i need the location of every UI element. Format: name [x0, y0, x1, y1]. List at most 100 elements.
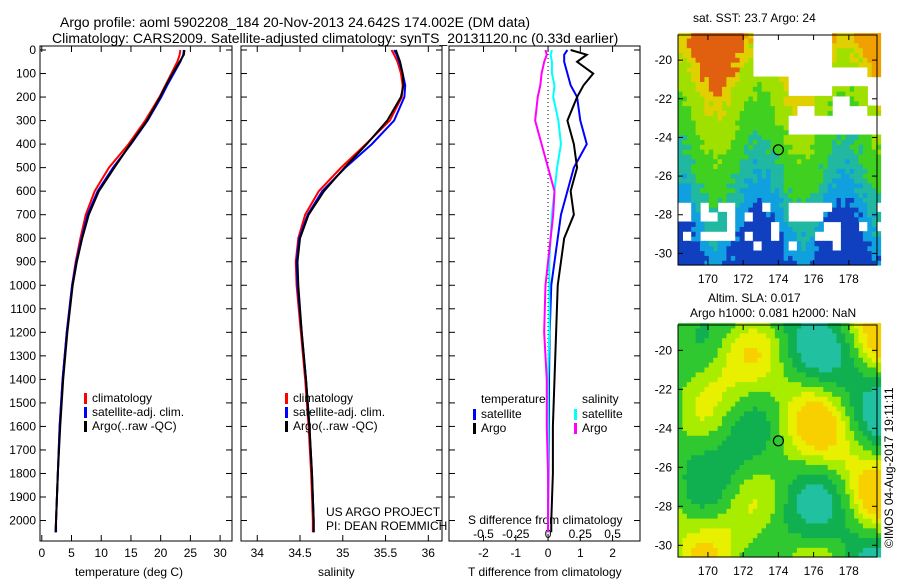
map-cell	[744, 488, 750, 495]
map-cell	[792, 415, 798, 422]
map-cell	[818, 327, 824, 334]
map-cell	[805, 323, 811, 329]
map-cell	[708, 337, 714, 344]
map-cell	[695, 376, 701, 383]
map-cell	[867, 552, 873, 558]
map-cell	[739, 66, 745, 73]
map-cell	[722, 386, 728, 392]
map-cell	[713, 391, 719, 397]
map-cell	[770, 86, 776, 92]
map-cell	[823, 513, 829, 519]
map-cell	[717, 134, 723, 140]
map-cell	[761, 115, 767, 121]
map-cell	[818, 221, 824, 227]
map-cell	[818, 187, 824, 194]
map-cell	[748, 498, 754, 504]
map-cell	[783, 518, 789, 524]
map-cell	[783, 479, 789, 485]
map-cell	[704, 522, 710, 529]
map-cell	[691, 483, 697, 490]
map-cell	[854, 347, 860, 353]
map-cell	[678, 86, 684, 92]
map-cell	[818, 139, 824, 145]
map-cell	[796, 405, 802, 412]
map-cell	[766, 488, 772, 495]
map-cell	[858, 488, 864, 495]
map-cell	[796, 192, 802, 198]
map-cell	[814, 483, 820, 490]
map-cell	[695, 327, 701, 334]
map-cell	[836, 163, 842, 169]
map-cell	[686, 76, 692, 82]
map-cell	[730, 542, 736, 548]
map-cell	[713, 415, 719, 422]
map-cell	[691, 110, 697, 116]
map-cell	[810, 522, 816, 529]
map-cell	[691, 440, 697, 446]
map-cell	[840, 479, 846, 485]
map-cell	[686, 391, 692, 397]
map-cell	[805, 405, 811, 412]
map-cell	[796, 425, 802, 431]
map-cell	[858, 153, 864, 160]
map-cell	[704, 66, 710, 73]
map-cell	[704, 110, 710, 116]
map-cell	[854, 503, 860, 509]
map-cell	[876, 362, 882, 368]
map-cell	[796, 498, 802, 504]
map-cell	[678, 483, 684, 490]
map-cell	[686, 100, 692, 107]
map-cell	[779, 124, 785, 131]
map-cell	[700, 371, 706, 378]
map-cell	[823, 323, 829, 329]
map-cell	[827, 513, 833, 519]
map-cell	[814, 415, 820, 422]
map-cell	[752, 474, 758, 480]
map-cell	[691, 527, 697, 534]
map-cell	[700, 42, 706, 49]
map-cell	[867, 163, 873, 169]
map-cell	[814, 327, 820, 334]
map-cell	[836, 454, 842, 461]
map-cell	[717, 216, 723, 223]
map-cell	[801, 163, 807, 169]
map-cell	[832, 357, 838, 363]
map-cell	[788, 415, 794, 422]
map-cell	[836, 260, 842, 266]
legend-swatch	[574, 409, 577, 420]
map-cell	[752, 95, 758, 102]
map-cell	[704, 371, 710, 378]
map-cell	[836, 435, 842, 441]
map-cell	[678, 513, 684, 519]
map-cell	[871, 323, 877, 329]
map-cell	[766, 366, 772, 373]
map-cell	[766, 255, 772, 261]
map-cell	[823, 366, 829, 373]
map-cell	[796, 547, 802, 553]
map-cell	[845, 149, 851, 155]
map-cell	[823, 537, 829, 543]
map-cell	[695, 192, 701, 198]
map-cell	[766, 86, 772, 92]
map-cell	[700, 362, 706, 368]
map-cell	[744, 532, 750, 539]
map-cell	[818, 158, 824, 165]
map-cell	[788, 547, 794, 553]
map-cell	[779, 158, 785, 165]
map-cell	[739, 415, 745, 422]
map-cell	[862, 405, 868, 412]
map-cell	[876, 37, 882, 44]
map-cell	[796, 352, 802, 358]
map-cell	[849, 95, 855, 102]
map-cell	[876, 182, 882, 189]
map-cell	[779, 547, 785, 553]
map-cell	[810, 527, 816, 534]
map-cell	[867, 449, 873, 456]
map-cell	[832, 410, 838, 417]
map-cell	[770, 76, 776, 82]
map-cell	[730, 245, 736, 252]
map-cell	[788, 420, 794, 427]
map-cell	[726, 342, 732, 349]
map-cell	[704, 449, 710, 456]
map-cell	[854, 144, 860, 150]
